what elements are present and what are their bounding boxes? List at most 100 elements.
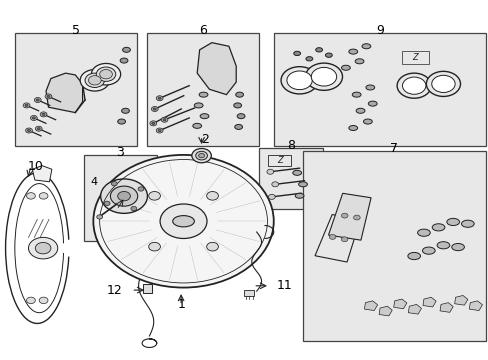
Bar bbox=[143, 284, 152, 293]
Circle shape bbox=[156, 96, 163, 101]
Circle shape bbox=[100, 69, 112, 79]
Bar bbox=[15, 33, 137, 146]
Circle shape bbox=[110, 186, 138, 206]
Text: 11: 11 bbox=[276, 279, 291, 292]
Ellipse shape bbox=[348, 49, 357, 54]
Ellipse shape bbox=[293, 51, 300, 55]
Circle shape bbox=[39, 297, 48, 303]
Text: 8: 8 bbox=[286, 139, 294, 152]
Circle shape bbox=[118, 192, 130, 201]
Bar bbox=[267, 155, 291, 166]
Text: 1: 1 bbox=[177, 298, 184, 311]
Ellipse shape bbox=[194, 103, 203, 108]
Ellipse shape bbox=[367, 101, 376, 106]
Ellipse shape bbox=[305, 57, 312, 61]
Circle shape bbox=[131, 206, 137, 211]
Circle shape bbox=[198, 153, 204, 158]
Ellipse shape bbox=[363, 119, 371, 124]
Circle shape bbox=[353, 215, 360, 220]
Text: 7: 7 bbox=[389, 142, 398, 156]
Bar bbox=[83, 155, 157, 241]
Polygon shape bbox=[314, 215, 360, 262]
Text: 4: 4 bbox=[91, 177, 98, 187]
Text: 10: 10 bbox=[28, 160, 43, 173]
Ellipse shape bbox=[325, 53, 331, 57]
Bar bbox=[273, 33, 485, 146]
Ellipse shape bbox=[120, 58, 128, 63]
Text: 12: 12 bbox=[107, 284, 122, 297]
Circle shape bbox=[25, 128, 32, 133]
Circle shape bbox=[402, 77, 425, 94]
Circle shape bbox=[148, 192, 160, 200]
Circle shape bbox=[91, 63, 121, 85]
Circle shape bbox=[266, 169, 273, 174]
Circle shape bbox=[341, 213, 347, 218]
Polygon shape bbox=[364, 301, 377, 311]
Circle shape bbox=[85, 73, 104, 87]
Text: 2: 2 bbox=[201, 134, 209, 147]
Circle shape bbox=[431, 75, 454, 93]
Bar bbox=[259, 148, 322, 209]
Polygon shape bbox=[32, 166, 52, 182]
Circle shape bbox=[96, 67, 116, 81]
Polygon shape bbox=[407, 305, 421, 314]
Ellipse shape bbox=[354, 59, 363, 64]
Text: 3: 3 bbox=[116, 146, 124, 159]
Circle shape bbox=[328, 234, 335, 239]
Ellipse shape bbox=[235, 92, 243, 97]
Ellipse shape bbox=[417, 229, 429, 236]
Circle shape bbox=[138, 187, 143, 191]
Circle shape bbox=[156, 128, 163, 133]
Ellipse shape bbox=[237, 114, 244, 119]
Ellipse shape bbox=[122, 108, 129, 113]
Circle shape bbox=[104, 201, 110, 206]
Bar bbox=[303, 151, 485, 341]
Circle shape bbox=[148, 242, 160, 251]
Ellipse shape bbox=[422, 247, 434, 254]
Bar bbox=[244, 290, 254, 296]
Ellipse shape bbox=[200, 114, 208, 119]
Ellipse shape bbox=[351, 92, 360, 97]
Circle shape bbox=[160, 204, 206, 238]
Circle shape bbox=[286, 71, 312, 90]
Circle shape bbox=[281, 67, 318, 94]
Circle shape bbox=[195, 151, 207, 160]
Ellipse shape bbox=[431, 224, 444, 231]
Polygon shape bbox=[46, 73, 82, 113]
Polygon shape bbox=[439, 303, 452, 312]
Circle shape bbox=[39, 193, 48, 199]
Circle shape bbox=[28, 237, 58, 259]
Circle shape bbox=[305, 63, 342, 90]
Ellipse shape bbox=[298, 182, 307, 187]
Polygon shape bbox=[454, 296, 467, 305]
Circle shape bbox=[27, 130, 30, 132]
Circle shape bbox=[42, 113, 45, 116]
Circle shape bbox=[37, 128, 40, 130]
Circle shape bbox=[151, 107, 158, 112]
Ellipse shape bbox=[234, 125, 242, 130]
Ellipse shape bbox=[292, 170, 301, 175]
Polygon shape bbox=[378, 306, 391, 316]
Ellipse shape bbox=[348, 126, 357, 131]
Circle shape bbox=[47, 95, 50, 98]
Ellipse shape bbox=[365, 85, 374, 90]
Ellipse shape bbox=[361, 44, 370, 49]
Circle shape bbox=[271, 182, 278, 187]
Circle shape bbox=[88, 76, 101, 85]
Ellipse shape bbox=[122, 47, 130, 52]
Circle shape bbox=[25, 104, 28, 107]
Circle shape bbox=[36, 99, 39, 101]
Circle shape bbox=[191, 148, 211, 163]
Ellipse shape bbox=[315, 48, 322, 52]
Bar bbox=[401, 50, 428, 64]
Circle shape bbox=[153, 108, 156, 110]
Bar bbox=[147, 33, 259, 146]
Circle shape bbox=[111, 181, 117, 186]
Polygon shape bbox=[422, 297, 435, 307]
Circle shape bbox=[26, 297, 35, 303]
Ellipse shape bbox=[233, 103, 241, 108]
Ellipse shape bbox=[407, 252, 420, 260]
Circle shape bbox=[206, 242, 218, 251]
Ellipse shape bbox=[341, 65, 349, 70]
Ellipse shape bbox=[199, 92, 207, 97]
